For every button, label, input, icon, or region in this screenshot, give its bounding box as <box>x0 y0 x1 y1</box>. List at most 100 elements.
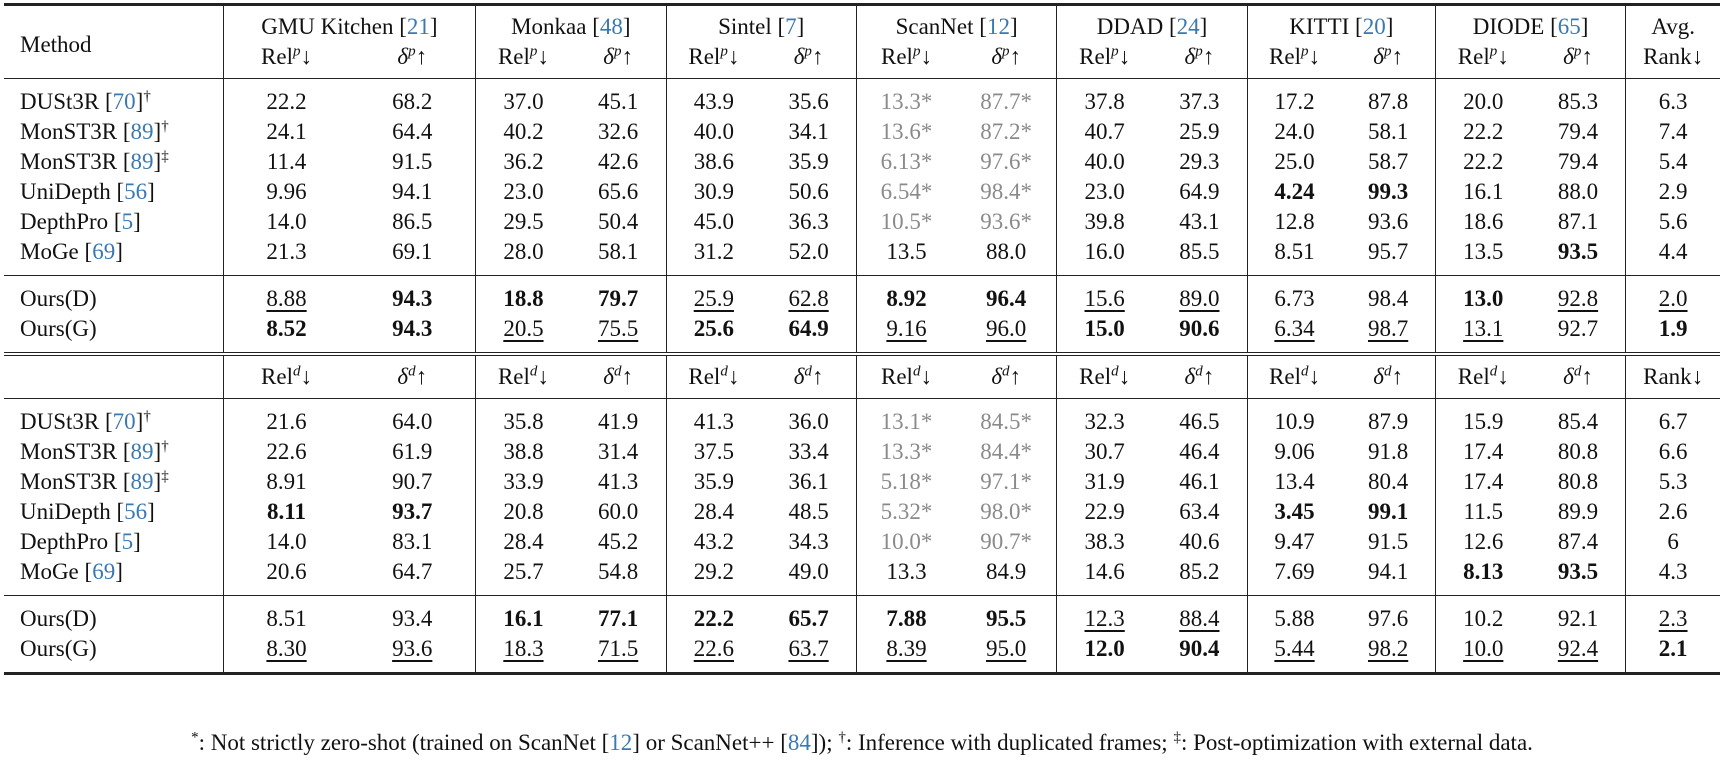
cell-value: 7.88 <box>855 595 957 634</box>
cell-value: 83.1 <box>392 529 433 554</box>
method-name: MonST3R [89]‡ <box>20 468 169 494</box>
cell-value: 38.6 <box>665 147 762 177</box>
cell-value: 6.3 <box>1625 78 1720 117</box>
metric-delta: δp <box>603 43 622 69</box>
cell-value: 2.1 <box>1625 634 1720 675</box>
cell-value: 98.4* <box>980 179 1033 204</box>
cell-value: 91.8 <box>1367 439 1409 464</box>
citation-link[interactable]: 56 <box>124 179 148 204</box>
dataset-name: KITTI <box>1289 14 1350 39</box>
citation-link[interactable]: 5 <box>121 529 134 554</box>
table-row: DUSt3R [70]† 21.6 64.0 35.8 41.9 41.3 36.0 13.1… <box>4 398 1720 437</box>
cell-value: 36.2 <box>475 147 571 177</box>
cell-value: 63.7 <box>761 634 857 675</box>
method-name: MonST3R [89]† <box>20 118 169 144</box>
cell-value: 2.0 <box>1625 275 1720 314</box>
cell-value: 1.9 <box>1625 314 1720 354</box>
cell-value: 46.4 <box>1179 439 1220 464</box>
cell-value: 35.9 <box>788 149 829 174</box>
cell-value: 79.7 <box>570 275 666 314</box>
citation-link[interactable]: 12 <box>986 14 1010 39</box>
cell-value: 8.52 <box>222 314 350 354</box>
cell-value: 97.1* <box>980 469 1033 494</box>
cell-value: 8.30 <box>222 634 350 675</box>
table-row: MonST3R [89]† 24.1 64.4 40.2 32.6 40.0 34.1 13.… <box>4 117 1720 147</box>
metric-rel: Reld↓ <box>261 363 312 389</box>
citation-link[interactable]: 12 <box>609 730 633 755</box>
cell-value: 34.3 <box>788 529 829 554</box>
cell-value: 21.6 <box>222 398 350 437</box>
cell-value: 17.2 <box>1246 78 1342 117</box>
cell-value: 94.1 <box>1367 559 1409 584</box>
cell-value: 64.0 <box>349 398 476 437</box>
cell-value: 15.0 <box>1056 314 1152 354</box>
citation-link[interactable]: 84 <box>787 730 811 755</box>
cell-value: 8.92 <box>855 275 957 314</box>
citation-link[interactable]: 89 <box>130 439 154 464</box>
metric-header: Reld↓ <box>1056 352 1152 399</box>
cell-value: 93.5 <box>1557 559 1599 584</box>
cell-value: 37.5 <box>665 437 762 467</box>
cell-value: 84.9 <box>986 559 1027 584</box>
cell-value: 95.7 <box>1367 239 1409 264</box>
cell-value: 9.96 <box>222 177 350 207</box>
cell-value: 20.0 <box>1434 78 1531 117</box>
footnote-text: ] or ScanNet++ [ <box>632 730 788 755</box>
cell-value: 25.0 <box>1246 147 1342 177</box>
citation-link[interactable]: 48 <box>599 14 623 39</box>
cell-value: 22.6 <box>665 634 762 675</box>
method-name: MonST3R [89]† <box>20 438 169 464</box>
citation-link[interactable]: 69 <box>92 239 116 264</box>
cell-value: 17.4 <box>1434 467 1531 497</box>
citation-link[interactable]: 56 <box>124 499 148 524</box>
metric-header: δp↑ <box>1184 43 1215 69</box>
cell-value: 88.4 <box>1152 595 1248 634</box>
citation-link[interactable]: 21 <box>406 14 430 39</box>
citation-link[interactable]: 65 <box>1557 14 1581 39</box>
cell-value: 29.2 <box>665 557 762 596</box>
footnote-text: : Not strictly zero-shot (trained on Sca… <box>198 730 610 755</box>
cell-value: 85.3 <box>1530 78 1626 117</box>
citation-link[interactable]: 70 <box>112 89 136 114</box>
metric-delta: δp <box>397 43 416 69</box>
citation-link[interactable]: 5 <box>121 209 134 234</box>
method-name: MoGe [69] <box>20 239 123 264</box>
cell-value: 22.2 <box>222 78 350 117</box>
citation-link[interactable]: 20 <box>1362 14 1386 39</box>
citation-link[interactable]: 24 <box>1176 14 1200 39</box>
cell-value: 79.4 <box>1557 119 1599 144</box>
cell-value: 90.7 <box>392 469 433 494</box>
cell-value: 94.3 <box>349 275 476 314</box>
cell-value: 41.3 <box>598 469 639 494</box>
dataset-header: DDAD [24] <box>1056 3 1248 42</box>
citation-link[interactable]: 89 <box>130 149 154 174</box>
cell-value: 54.8 <box>598 559 639 584</box>
table-row: MonST3R [89]‡ 8.91 90.7 33.9 41.3 35.9 36.1 5.1… <box>4 467 1720 497</box>
cell-value: 33.4 <box>788 439 829 464</box>
cell-value: 14.6 <box>1056 557 1152 596</box>
method-name: DepthPro [5] <box>20 529 141 554</box>
citation-link[interactable]: 70 <box>112 409 136 434</box>
cell-value: 6.13* <box>855 147 957 177</box>
method-name: MonST3R [89]‡ <box>20 148 169 174</box>
cell-value: 28.4 <box>665 497 762 527</box>
cell-value: 64.9 <box>1179 179 1220 204</box>
metric-delta: δp <box>1373 43 1392 69</box>
method-name: DUSt3R [70]† <box>4 398 224 437</box>
dataset-name: Sintel <box>718 14 772 39</box>
citation-link[interactable]: 89 <box>130 469 154 494</box>
cell-value: 87.1 <box>1557 209 1599 234</box>
cell-value: 89.0 <box>1152 275 1248 314</box>
metric-rel: Relp↓ <box>1079 43 1131 69</box>
citation-link[interactable]: 89 <box>130 119 154 144</box>
metric-delta: δd <box>793 363 812 389</box>
metric-delta: δd <box>991 363 1010 389</box>
cell-value: 46.5 <box>1152 398 1248 437</box>
cell-value: 24.1 <box>222 117 350 147</box>
dataset-header: GMU Kitchen [21] <box>222 3 476 42</box>
metric-rel: Reld↓ <box>1457 363 1509 389</box>
citation-link[interactable]: 69 <box>92 559 116 584</box>
cell-value: 2.3 <box>1625 595 1720 634</box>
method-name: Ours(D) <box>4 275 224 314</box>
citation-link[interactable]: 7 <box>785 14 797 39</box>
